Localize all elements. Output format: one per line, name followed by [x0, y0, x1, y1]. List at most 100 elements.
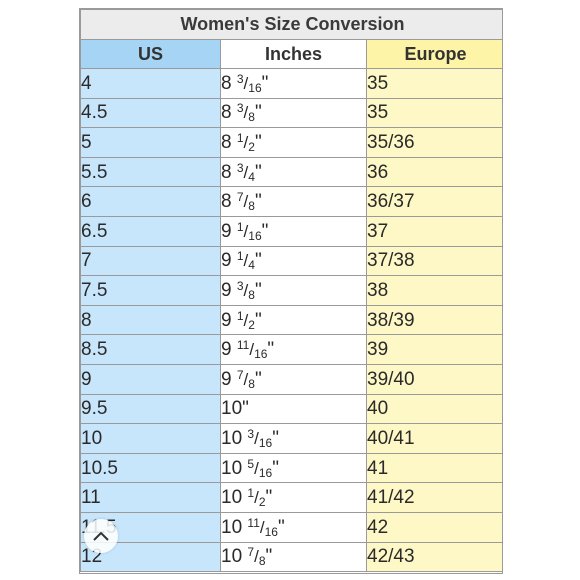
inches-whole: 10 — [221, 546, 243, 568]
europe-size-cell: 36/37 — [366, 186, 502, 217]
inch-mark: " — [254, 250, 262, 272]
inches-whole: 9 — [221, 279, 232, 301]
us-size-cell: 8 — [80, 304, 221, 336]
inches-fraction: 1/2 — [247, 486, 266, 510]
inches-cell: 10 7/8" — [220, 541, 367, 573]
inches-whole: 9 — [221, 250, 232, 272]
inches-cell: 9 1/4" — [220, 245, 367, 277]
fraction-numerator: 7 — [236, 367, 244, 382]
inches-fraction: 3/8 — [236, 278, 255, 302]
inches-fraction: 3/16 — [247, 426, 273, 450]
fraction-numerator: 1 — [236, 219, 244, 234]
inches-cell: 8 3/4" — [220, 156, 367, 188]
fraction-denominator: 16 — [264, 524, 278, 539]
inches-fraction: 7/8 — [236, 367, 255, 391]
us-size-cell: 11 — [80, 482, 221, 513]
table-row: 10.5 10 5/16" 41 — [80, 452, 502, 484]
inches-cell: 10 3/16" — [220, 423, 367, 454]
inches-fraction: 1/2 — [236, 130, 255, 154]
table-row: 11 10 1/2" 41/42 — [80, 482, 502, 513]
europe-size-cell: 35 — [366, 68, 502, 99]
inches-whole: 9 — [221, 309, 232, 331]
us-size-cell: 6.5 — [80, 215, 221, 247]
column-header-europe: Europe — [366, 39, 502, 69]
inches-whole: 10 — [221, 398, 243, 420]
inch-mark: " — [265, 546, 273, 568]
us-size-cell: 9 — [80, 363, 221, 395]
fraction-numerator: 3 — [247, 426, 255, 441]
europe-size-cell: 37/38 — [366, 245, 502, 277]
inches-cell: 8 3/8" — [220, 97, 367, 129]
inches-whole: 8 — [221, 191, 232, 213]
column-header-inches: Inches — [220, 39, 367, 69]
table-row: 12 10 7/8" 42/43 — [80, 541, 502, 573]
inches-cell: 9 1/16" — [220, 215, 367, 247]
inches-cell: 8 3/16" — [220, 68, 367, 99]
inch-mark: " — [272, 457, 279, 479]
europe-size-cell: 41/42 — [366, 482, 502, 513]
us-size-cell: 8.5 — [80, 334, 221, 365]
europe-size-cell: 38/39 — [366, 304, 502, 336]
inch-mark: " — [261, 72, 269, 94]
europe-size-cell: 40/41 — [366, 423, 502, 454]
inch-mark: " — [254, 131, 262, 153]
inch-mark: " — [267, 339, 275, 361]
inches-fraction: 3/4 — [236, 160, 255, 184]
fraction-numerator: 7 — [247, 545, 255, 560]
inch-mark: " — [254, 279, 262, 301]
fraction-denominator: 8 — [258, 554, 266, 569]
fraction-denominator: 4 — [248, 169, 255, 184]
fraction-numerator: 3 — [236, 278, 244, 293]
inch-mark: " — [254, 102, 262, 124]
fraction-denominator: 8 — [248, 376, 255, 391]
europe-size-cell: 35 — [366, 97, 502, 129]
inches-fraction: 3/16 — [236, 71, 262, 95]
table-row: 6.5 9 1/16" 37 — [80, 215, 502, 247]
inch-mark: " — [277, 516, 285, 538]
us-size-cell: 10 — [80, 423, 221, 454]
table-title: Women's Size Conversion — [80, 9, 502, 40]
fraction-numerator: 5 — [247, 456, 255, 471]
us-size-cell: 7 — [80, 245, 221, 277]
size-conversion-chart: Women's Size Conversion US Inches Europe… — [79, 8, 503, 574]
fraction-numerator: 1 — [236, 130, 244, 145]
inches-cell: 10 5/16" — [220, 452, 367, 484]
inches-cell: 8 7/8" — [220, 186, 367, 217]
inch-mark: " — [254, 191, 262, 213]
fraction-denominator: 8 — [248, 287, 255, 302]
europe-size-cell: 38 — [366, 275, 502, 306]
fraction-denominator: 16 — [254, 347, 268, 362]
fraction-denominator: 16 — [248, 228, 262, 243]
us-size-cell: 4 — [80, 68, 221, 99]
us-size-cell: 6 — [80, 186, 221, 217]
fraction-denominator: 16 — [248, 80, 262, 95]
europe-size-cell: 39 — [366, 334, 502, 365]
scroll-up-button[interactable] — [84, 519, 118, 553]
inches-cell: 10" — [220, 393, 367, 425]
inches-fraction: 1/16 — [236, 219, 262, 243]
inches-cell: 10 1/2" — [220, 482, 367, 513]
table-row: 9.5 10" 40 — [80, 393, 502, 425]
inches-fraction: 3/8 — [236, 101, 255, 125]
size-conversion-table: Women's Size Conversion US Inches Europe… — [80, 9, 502, 573]
inches-whole: 9 — [221, 368, 232, 390]
inches-whole: 8 — [221, 131, 232, 153]
fraction-denominator: 2 — [248, 317, 255, 332]
inches-fraction: 11/16 — [247, 515, 278, 539]
us-size-cell: 9.5 — [80, 393, 221, 425]
europe-size-cell: 42/43 — [366, 541, 502, 573]
inch-mark: " — [254, 368, 262, 390]
europe-size-cell: 42 — [366, 511, 502, 543]
us-size-cell: 5 — [80, 127, 221, 158]
table-row: 5.5 8 3/4" 36 — [80, 156, 502, 188]
inches-whole: 8 — [221, 72, 232, 94]
inches-whole: 9 — [221, 339, 232, 361]
inches-cell: 10 11/16" — [220, 511, 367, 543]
inches-fraction: 1/4 — [236, 249, 255, 273]
fraction-denominator: 2 — [258, 495, 266, 510]
europe-size-cell: 35/36 — [366, 127, 502, 158]
inches-fraction: 1/2 — [236, 308, 255, 332]
